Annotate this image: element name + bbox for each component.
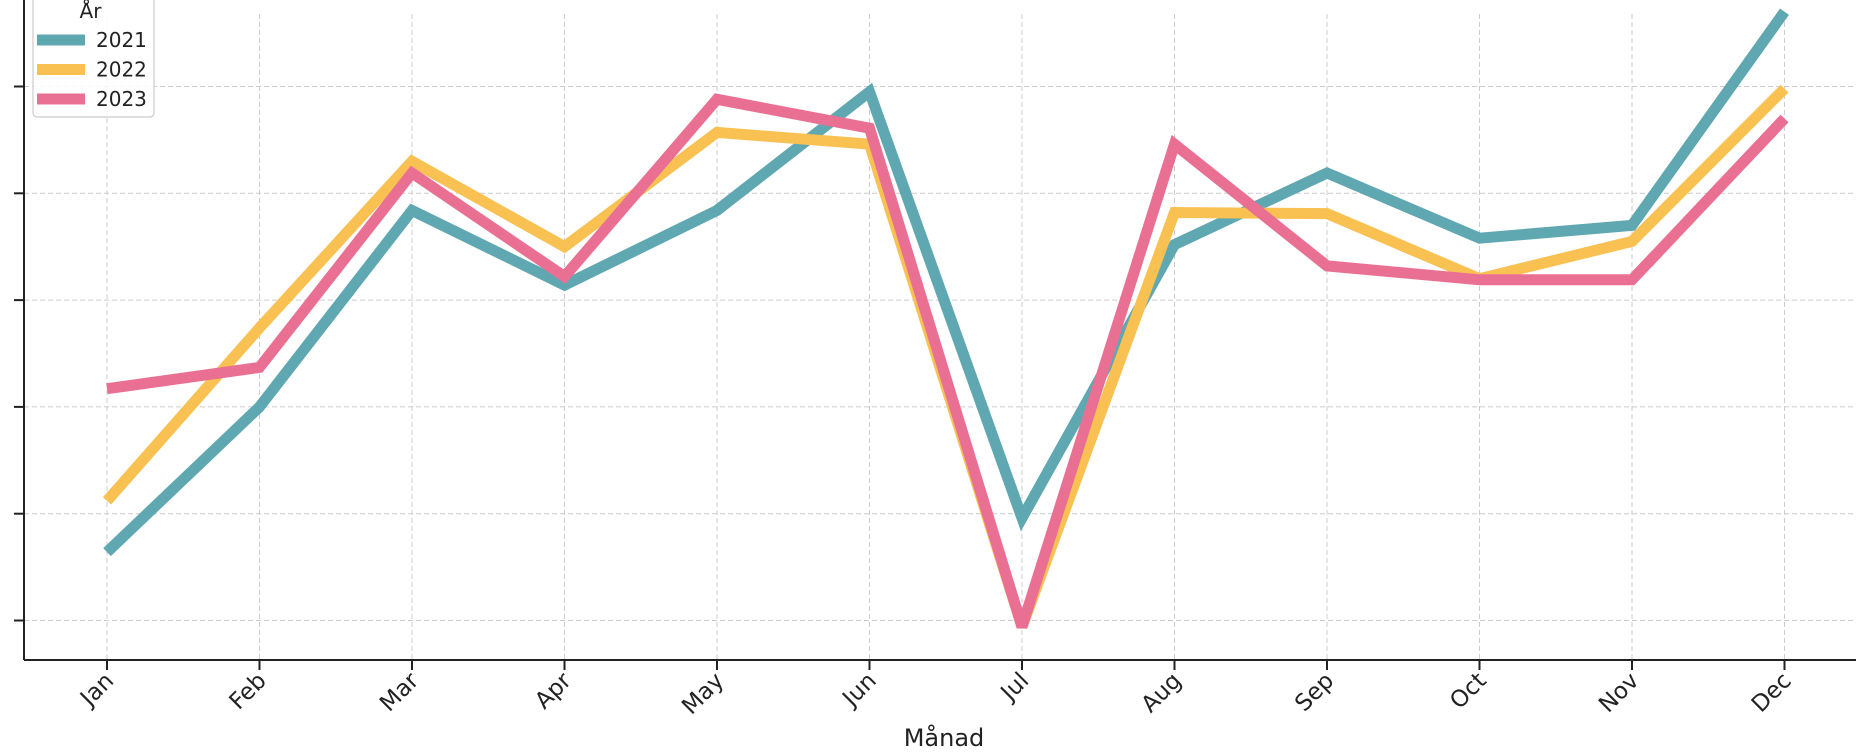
series-line-2021 [103, 8, 1789, 557]
legend-title: År [80, 0, 103, 23]
x-tick-label-jan: Jan [74, 668, 119, 713]
x-tick-label-jun: Jun [837, 668, 882, 713]
series-lines [102, 8, 1789, 629]
x-tick-label-aug: Aug [1137, 668, 1187, 718]
x-tick-label-feb: Feb [225, 668, 272, 715]
axes [23, 0, 1856, 661]
tick-marks [14, 85, 1786, 670]
x-tick-label-nov: Nov [1594, 668, 1644, 718]
grid-lines [24, 14, 1856, 660]
legend-label-2022: 2022 [96, 58, 147, 82]
x-axis-title: Månad [904, 723, 985, 752]
x-tick-label-sep: Sep [1290, 668, 1339, 717]
x-tick-label-mar: Mar [375, 667, 424, 716]
series-line-2022 [102, 84, 1789, 629]
x-tick-label-apr: Apr [530, 667, 577, 714]
x-tick-label-oct: Oct [1445, 668, 1492, 715]
x-tick-label-may: May [677, 668, 729, 720]
x-tick-label-dec: Dec [1747, 668, 1797, 718]
x-tick-label-jul: Jul [995, 668, 1034, 707]
legend-label-2021: 2021 [96, 28, 147, 52]
legend: År 2021 2022 2023 [32, 0, 155, 118]
legend-box [32, 0, 155, 118]
legend-label-2023: 2023 [96, 87, 147, 111]
x-tick-labels: Jan Feb Mar Apr May Jun Jul Aug Sep Oct Nov Dec [74, 667, 1796, 719]
series-line-2023 [106, 93, 1789, 629]
